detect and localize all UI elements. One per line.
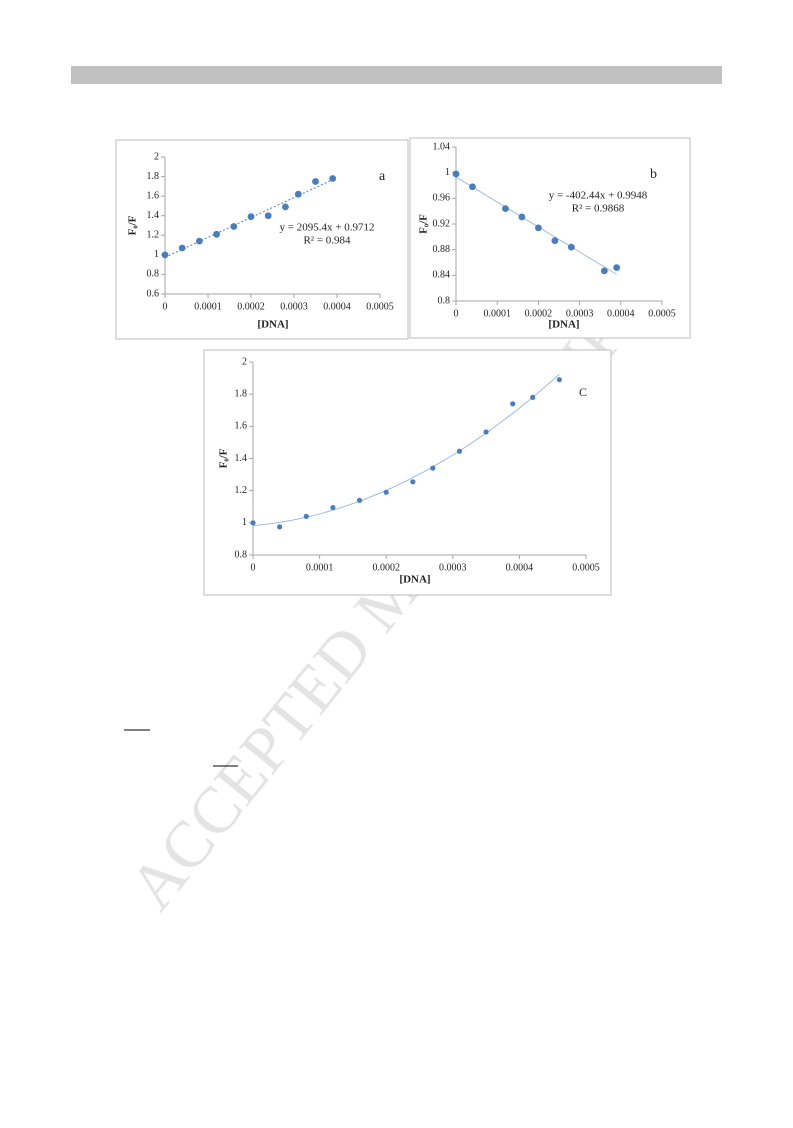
data-point — [178, 244, 186, 252]
annotation: R² = 0.9868 — [572, 203, 625, 215]
y-tick-label: 1.04 — [433, 141, 451, 152]
data-point — [161, 251, 169, 259]
data-point — [535, 224, 542, 232]
y-tick-label: 0.92 — [433, 218, 451, 229]
chart: 0.6 0.8 1 1.2 1.4 1.6 1.8 2 0 0.0001 0.0002 0.0003 0… — [115, 139, 409, 340]
data-point — [294, 190, 302, 198]
data-point — [551, 237, 559, 245]
chart: 0.8 0.84 0.88 0.92 0.96 1 1.04 0 0.0001 0.0002 0.0… — [409, 137, 691, 339]
y-axis-label: F₀/F — [418, 214, 430, 234]
x-tick-label: 0.0001 — [194, 301, 222, 312]
x-tick-label: 0.0001 — [306, 562, 334, 573]
x-tick-label: 0.0001 — [483, 308, 511, 319]
data-point — [502, 205, 509, 213]
y-tick-label: 0.8 — [235, 549, 248, 560]
data-point — [303, 513, 309, 520]
data-point — [518, 213, 526, 221]
x-tick-label: 0.0005 — [648, 308, 676, 319]
x-tick-label: 0.0004 — [323, 301, 351, 312]
y-axis-label: F₀/F — [127, 215, 139, 235]
x-axis-label: [DNA] — [257, 319, 288, 331]
y-tick-label: 2 — [154, 151, 159, 162]
data-point — [282, 203, 289, 211]
data-point — [483, 429, 489, 435]
data-point — [567, 243, 575, 251]
y-tick-label: 1.8 — [147, 171, 160, 182]
y-tick-label: 1 — [445, 167, 450, 178]
y-tick-label: 1.4 — [235, 453, 248, 464]
data-point — [230, 223, 238, 230]
y-tick-label: 1.2 — [147, 230, 160, 241]
x-axis-label: [DNA] — [548, 319, 579, 331]
data-point — [247, 213, 255, 221]
data-point — [530, 394, 536, 400]
annotation: y = -402.44x + 0.9948 — [549, 190, 648, 202]
data-point — [452, 170, 460, 178]
data-point — [456, 448, 463, 454]
data-point — [383, 489, 389, 495]
y-tick-label: 0.96 — [433, 193, 451, 204]
y-tick-label: 1.6 — [147, 190, 160, 201]
data-point — [196, 237, 203, 245]
annotation: C — [579, 385, 587, 399]
y-tick-label: 0.84 — [433, 270, 451, 281]
x-tick-label: 0.0004 — [506, 562, 534, 573]
data-point — [250, 520, 256, 526]
y-tick-label: 1 — [242, 517, 247, 528]
x-tick-label: 0.0002 — [372, 562, 400, 573]
y-tick-label: 1.8 — [235, 388, 248, 399]
data-point — [312, 178, 319, 185]
x-tick-label: 0.0002 — [237, 301, 265, 312]
chart-frame — [203, 349, 612, 596]
x-tick-label: 0.0003 — [566, 308, 594, 319]
x-tick-label: 0.0003 — [439, 562, 467, 573]
x-tick-label: 0.0003 — [280, 301, 308, 312]
data-point — [213, 230, 221, 238]
annotation: b — [650, 167, 657, 182]
data-point — [329, 175, 337, 182]
y-tick-label: 0.8 — [438, 295, 451, 306]
x-tick-label: 0.0005 — [366, 301, 394, 312]
y-tick-label: 2 — [242, 356, 247, 367]
chart: 0.8 1 1.2 1.4 1.6 1.8 2 0 0.0001 0.0002 0.0003 0.00… — [203, 349, 612, 596]
data-point — [430, 465, 436, 471]
x-tick-label: 0 — [454, 308, 459, 319]
data-point — [510, 401, 516, 407]
annotation: y = 2095.4x + 0.9712 — [280, 222, 375, 234]
x-tick-label: 0 — [163, 301, 168, 312]
data-point — [277, 524, 283, 530]
data-point — [356, 497, 363, 503]
x-tick-label: 0.0004 — [607, 308, 635, 319]
header-bar — [71, 66, 722, 84]
y-tick-label: 1 — [154, 249, 159, 260]
data-point — [556, 377, 562, 383]
y-tick-label: 0.88 — [433, 244, 451, 255]
x-tick-label: 0.0002 — [525, 308, 553, 319]
data-point — [330, 504, 336, 511]
y-tick-label: 1.6 — [235, 421, 248, 432]
data-point — [264, 212, 272, 220]
y-tick-label: 0.8 — [147, 269, 160, 280]
y-tick-label: 1.4 — [147, 210, 160, 221]
y-tick-label: 0.6 — [147, 288, 160, 299]
data-point — [613, 264, 621, 272]
x-axis-label: [DNA] — [399, 574, 430, 586]
annotation: a — [379, 169, 386, 184]
annotation: R² = 0.984 — [303, 235, 351, 247]
x-tick-label: 0.0005 — [572, 562, 600, 573]
data-point — [469, 183, 476, 191]
x-tick-label: 0 — [251, 562, 256, 573]
y-tick-label: 1.2 — [235, 485, 248, 496]
y-axis-label: F₀/F — [218, 448, 230, 468]
data-point — [600, 267, 608, 275]
data-point — [410, 479, 416, 485]
